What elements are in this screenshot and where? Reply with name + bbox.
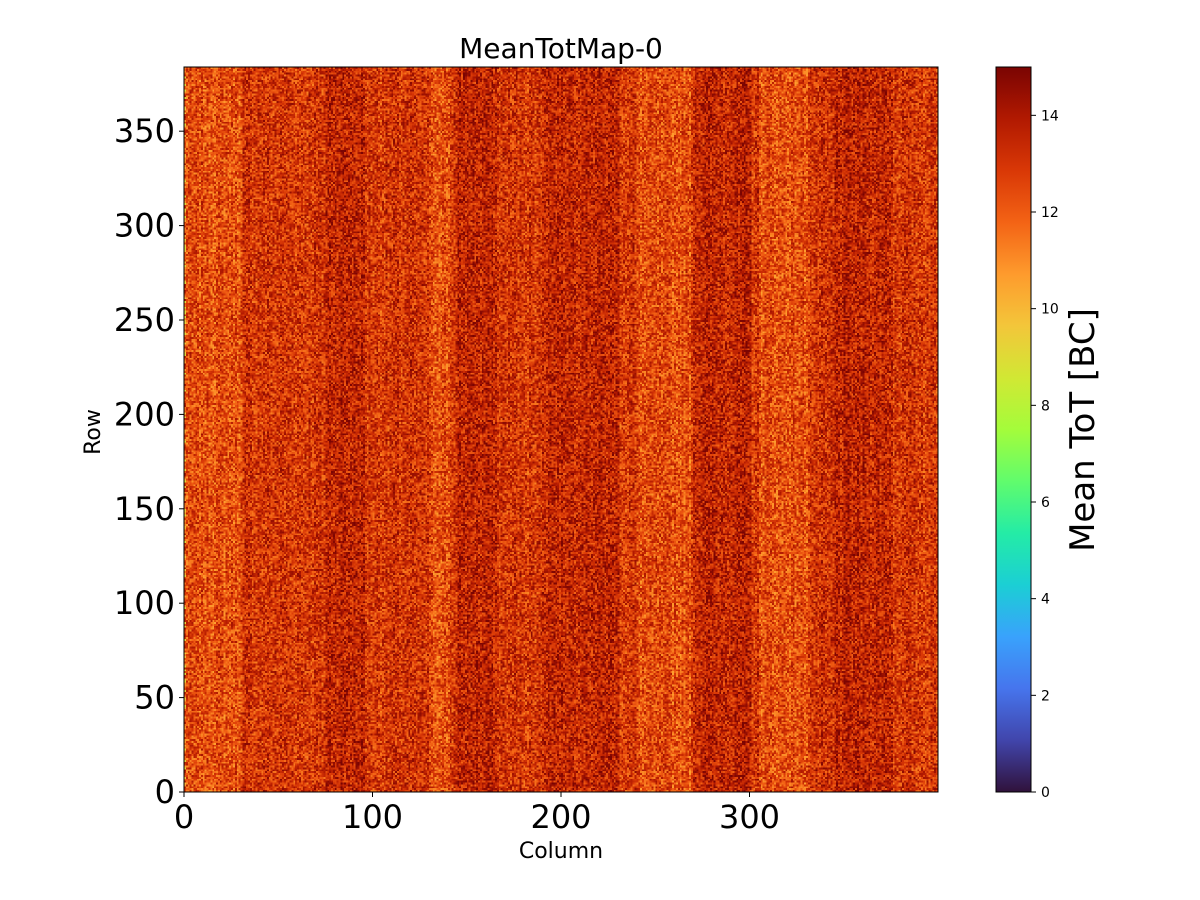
colorbar-label: Mean ToT [BC] (1063, 308, 1103, 552)
y-tick-label: 250 (114, 301, 175, 339)
colorbar-tick-label: 8 (1041, 398, 1050, 414)
colorbar-tick-label: 12 (1041, 205, 1059, 221)
y-tick-label: 100 (114, 584, 175, 622)
y-axis-label: Row (81, 409, 106, 455)
y-tick-label: 300 (114, 207, 175, 245)
colorbar-tick-label: 0 (1041, 785, 1050, 801)
chart-title: MeanTotMap-0 (459, 32, 663, 65)
y-tick-label: 150 (114, 490, 175, 528)
y-tick-label: 0 (155, 773, 175, 811)
y-axis: 0 50 100 150 200 250 300 350 (114, 112, 184, 811)
x-axis: 0 100 200 300 (174, 792, 780, 836)
x-tick-label: 100 (342, 798, 403, 836)
x-tick-label: 0 (174, 798, 194, 836)
y-tick-label: 50 (134, 679, 175, 717)
colorbar-tick-label: 14 (1041, 108, 1059, 124)
x-axis-label: Column (519, 839, 603, 864)
colorbar (995, 66, 1032, 793)
heatmap-image (184, 67, 938, 792)
y-tick-label: 200 (114, 395, 175, 433)
y-tick-label: 350 (114, 112, 175, 150)
colorbar-tick-label: 6 (1041, 495, 1050, 511)
x-tick-label: 200 (530, 798, 591, 836)
colorbar-tick-label: 2 (1041, 688, 1050, 704)
x-tick-label: 300 (719, 798, 780, 836)
colorbar-tick-label: 10 (1041, 302, 1059, 318)
colorbar-tick-label: 4 (1041, 592, 1050, 608)
colorbar-axis: 0 2 4 6 8 10 12 14 (1031, 108, 1059, 801)
heatmap (184, 67, 938, 792)
